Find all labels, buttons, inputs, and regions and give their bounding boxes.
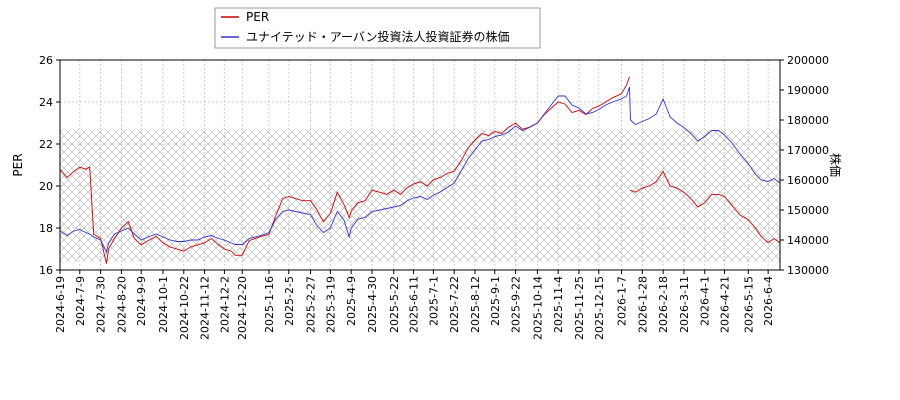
legend-box: [214, 7, 541, 49]
series-per-line-1: [630, 170, 781, 244]
y-left-tick-label-18: 18: [39, 222, 53, 235]
x-tick-label-2025-4-30: 2025-4-30: [366, 276, 379, 333]
plot-frame: [59, 59, 781, 271]
x-tick-label-2025-8-12: 2025-8-12: [469, 276, 482, 333]
x-tick-label-2025-7-22: 2025-7-22: [448, 276, 461, 333]
y-axis-right-label: 株価: [828, 153, 843, 177]
y-left-tick-label-24: 24: [39, 96, 53, 109]
x-tick-label-2024-12-20: 2024-12-20: [236, 276, 249, 340]
legend-label-per: PER: [246, 10, 269, 24]
x-tick-label-2026-5-15: 2026-5-15: [742, 276, 755, 333]
x-tick-label-2025-7-1: 2025-7-1: [427, 276, 440, 326]
y-left-tick-label-16: 16: [39, 264, 53, 277]
x-tick-label-2025-4-9: 2025-4-9: [345, 276, 358, 326]
shaded-band: [60, 129, 780, 262]
x-tick-label-2024-9-9: 2024-9-9: [135, 276, 148, 326]
x-tick-label-2025-9-1: 2025-9-1: [489, 276, 502, 326]
x-axis: 2024-6-19 2024-7-9 2024-7-30 2024-8-20 2024-…: [54, 270, 775, 340]
y-axis-right: 130000 140000 150000 160000 170000 180000 1900…: [780, 54, 829, 277]
y-right-tick-label-190000: 190000: [787, 84, 829, 97]
x-tick-label-2026-2-18: 2026-2-18: [657, 276, 670, 333]
y-right-tick-label-180000: 180000: [787, 114, 829, 127]
x-tick-label-2024-10-22: 2024-10-22: [178, 276, 191, 340]
x-tick-label-2026-4-21: 2026-4-21: [719, 276, 732, 333]
x-tick-label-2026-1-7: 2026-1-7: [616, 276, 629, 326]
x-tick-label-2025-2-5: 2025-2-5: [283, 276, 296, 326]
x-tick-label-2024-11-12: 2024-11-12: [199, 276, 212, 340]
y-right-tick-label-170000: 170000: [787, 144, 829, 157]
y-right-tick-label-200000: 200000: [787, 54, 829, 67]
y-left-tick-label-20: 20: [39, 180, 53, 193]
x-tick-label-2025-12-15: 2025-12-15: [593, 276, 606, 340]
x-tick-label-2025-2-27: 2025-2-27: [305, 276, 318, 333]
legend: PER ユナイテッド・アーバン投資法人投資証券の株価: [214, 7, 541, 49]
y-left-tick-label-22: 22: [39, 138, 53, 151]
x-tick-label-2026-6-4: 2026-6-4: [762, 276, 775, 326]
x-tick-label-2025-11-25: 2025-11-25: [573, 276, 586, 340]
x-tick-label-2026-4-1: 2026-4-1: [699, 276, 712, 326]
y-left-tick-label-26: 26: [39, 54, 53, 67]
x-tick-label-2024-8-20: 2024-8-20: [115, 276, 128, 333]
x-tick-label-2025-5-22: 2025-5-22: [388, 276, 401, 333]
x-tick-label-2025-10-14: 2025-10-14: [531, 276, 544, 340]
y-right-tick-label-130000: 130000: [787, 264, 829, 277]
x-tick-label-2025-11-4: 2025-11-4: [552, 276, 565, 333]
y-right-tick-label-160000: 160000: [787, 174, 829, 187]
y-right-tick-label-140000: 140000: [787, 234, 829, 247]
x-tick-label-2025-1-16: 2025-1-16: [263, 276, 276, 333]
series-layer: [59, 76, 781, 264]
x-tick-label-2024-12-2: 2024-12-2: [218, 276, 231, 333]
x-tick-label-2025-6-11: 2025-6-11: [408, 276, 421, 333]
x-tick-label-2025-9-22: 2025-9-22: [510, 276, 523, 333]
x-tick-label-2024-6-19: 2024-6-19: [54, 276, 67, 333]
y-right-tick-label-150000: 150000: [787, 204, 829, 217]
x-tick-label-2026-1-28: 2026-1-28: [636, 276, 649, 333]
x-tick-label-2024-7-30: 2024-7-30: [95, 276, 108, 333]
x-tick-label-2025-3-19: 2025-3-19: [324, 276, 337, 333]
y-axis-left: 16 18 20 22 24 26: [39, 54, 60, 277]
x-tick-label-2026-3-11: 2026-3-11: [678, 276, 691, 333]
legend-label-price: ユナイテッド・アーバン投資法人投資証券の株価: [246, 29, 510, 44]
x-tick-label-2024-10-1: 2024-10-1: [157, 276, 170, 333]
series-price-line-0: [59, 86, 781, 254]
x-tick-label-2024-7-9: 2024-7-9: [74, 276, 87, 326]
y-axis-left-label: PER: [11, 153, 25, 176]
